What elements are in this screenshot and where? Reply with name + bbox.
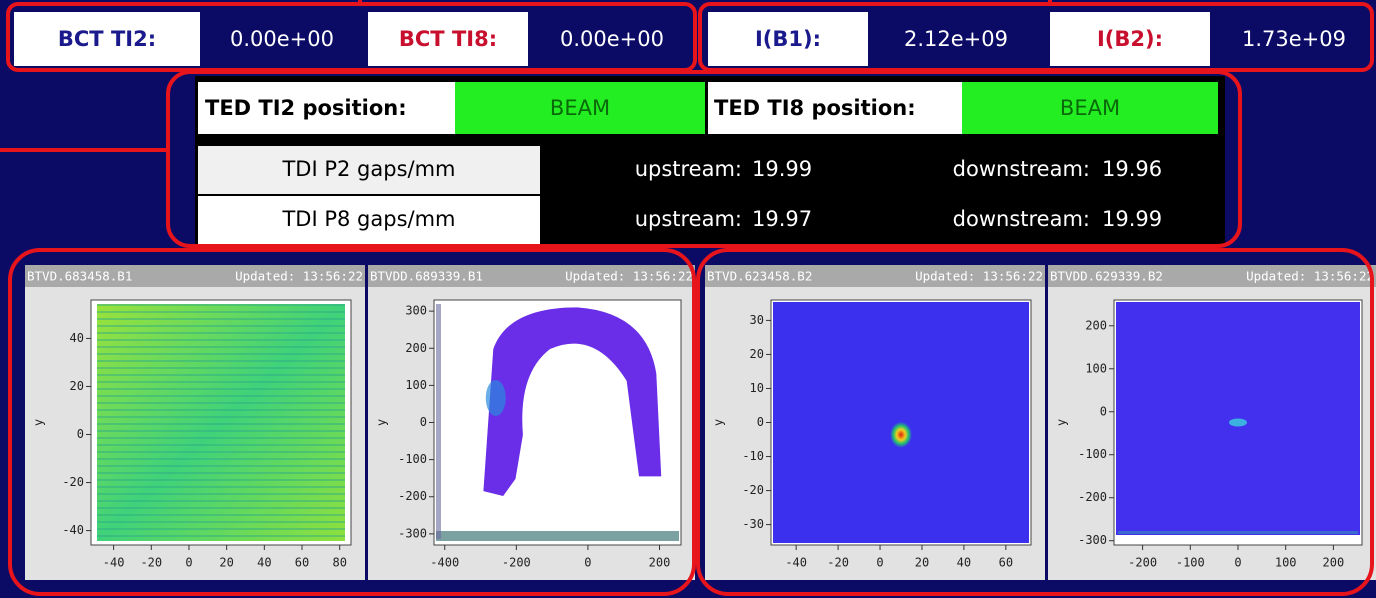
y-tick-label: -30 xyxy=(742,517,764,531)
y-axis-label: y xyxy=(712,419,726,426)
y-axis-label: y xyxy=(1055,419,1069,426)
camera-image xyxy=(1229,419,1247,427)
y-tick-label: 40 xyxy=(70,331,84,345)
bct-ti8-label: BCT TI8: xyxy=(399,27,497,51)
panel-title: BTVDD.629339.B2 xyxy=(1050,269,1163,284)
x-tick-label: 60 xyxy=(999,556,1013,570)
x-tick-label: 200 xyxy=(649,556,671,570)
y-tick-label: -100 xyxy=(398,452,427,466)
x-tick-label: 0 xyxy=(185,556,192,570)
header-row: BCT TI2: 0.00e+00 BCT TI8: 0.00e+00 I(B1… xyxy=(14,12,1346,66)
y-axis-label: y xyxy=(375,419,389,426)
bct-ti2-label: BCT TI2: xyxy=(58,27,156,51)
y-tick-label: 200 xyxy=(1085,318,1107,332)
ib1-value: 2.12e+09 xyxy=(904,27,1008,51)
ib2-label: I(B2): xyxy=(1097,27,1163,51)
y-tick-label: -10 xyxy=(742,449,764,463)
x-tick-label: -100 xyxy=(1176,556,1205,570)
x-tick-label: 100 xyxy=(1275,556,1297,570)
x-tick-label: 80 xyxy=(332,556,346,570)
y-tick-label: 0 xyxy=(77,427,84,441)
camera-image xyxy=(1118,531,1358,534)
x-tick-label: 0 xyxy=(876,556,883,570)
x-tick-label: 20 xyxy=(219,556,233,570)
panel-updated: Updated: 13:56:22 xyxy=(915,269,1043,284)
y-tick-label: 100 xyxy=(405,378,427,392)
y-tick-label: 200 xyxy=(405,341,427,355)
y-tick-label: 20 xyxy=(70,379,84,393)
y-tick-label: -20 xyxy=(742,483,764,497)
x-tick-label: 0 xyxy=(584,556,591,570)
panel-updated: Updated: 13:56:22 xyxy=(235,269,363,284)
camera-image xyxy=(436,304,441,539)
ted-ti2-label: TED TI2 position: xyxy=(205,96,407,120)
y-tick-label: 20 xyxy=(750,347,764,361)
upstream-label: upstream: xyxy=(635,207,742,231)
bct-ti2-value: 0.00e+00 xyxy=(230,27,334,51)
y-tick-label: 0 xyxy=(420,415,427,429)
downstream-label: downstream: xyxy=(953,207,1090,231)
bct-ti8-value: 0.00e+00 xyxy=(560,27,664,51)
y-tick-label: -100 xyxy=(1078,447,1107,461)
y-axis-label: y xyxy=(32,419,46,426)
screen: BCT TI2: 0.00e+00 BCT TI8: 0.00e+00 I(B1… xyxy=(0,0,1376,598)
plot-panel: BTVDD.689339.B1 Updated: 13:56:22 -400 -200… xyxy=(368,265,695,580)
x-tick-label: 20 xyxy=(915,556,929,570)
y-tick-label: -40 xyxy=(62,523,84,537)
x-tick-label: -40 xyxy=(103,556,125,570)
camera-image-texture xyxy=(97,304,345,541)
y-tick-label: 300 xyxy=(405,304,427,318)
x-tick-label: -40 xyxy=(785,556,807,570)
y-tick-label: -200 xyxy=(1078,490,1107,504)
ted-ti2-state: BEAM xyxy=(550,96,610,120)
x-tick-label: -20 xyxy=(140,556,162,570)
upstream-label: upstream: xyxy=(635,157,742,181)
panel-updated: Updated: 13:56:22 xyxy=(1246,269,1374,284)
x-tick-label: -200 xyxy=(502,556,531,570)
y-tick-label: -200 xyxy=(398,489,427,503)
y-tick-label: 0 xyxy=(1100,404,1107,418)
x-tick-label: 0 xyxy=(1234,556,1241,570)
tdi-p8-label: TDI P8 gaps/mm xyxy=(281,207,455,231)
x-tick-label: -20 xyxy=(827,556,849,570)
x-tick-label: 60 xyxy=(295,556,309,570)
ib1-label: I(B1): xyxy=(755,27,821,51)
x-tick-label: -400 xyxy=(430,556,459,570)
plot-panel: BTVD.623458.B2 Updated: 13:56:22 -40 -20 0 20… xyxy=(705,265,1045,580)
x-tick-label: -200 xyxy=(1128,556,1157,570)
camera-image xyxy=(486,380,506,416)
upstream-value: 19.97 xyxy=(752,207,812,231)
y-tick-label: -20 xyxy=(62,475,84,489)
y-tick-label: 30 xyxy=(750,313,764,327)
downstream-value: 19.96 xyxy=(1102,157,1162,181)
downstream-label: downstream: xyxy=(953,157,1090,181)
camera-image xyxy=(436,531,679,541)
x-tick-label: 40 xyxy=(957,556,971,570)
panel-title: BTVD.683458.B1 xyxy=(27,269,132,284)
y-tick-label: -300 xyxy=(398,526,427,540)
panel-title: BTVDD.689339.B1 xyxy=(370,269,483,284)
panel-updated: Updated: 13:56:22 xyxy=(565,269,693,284)
plot-panel: BTVD.683458.B1 Updated: 13:56:22 -40 -20 0 20… xyxy=(25,265,365,580)
y-tick-label: 0 xyxy=(757,415,764,429)
ted-ti8-state: BEAM xyxy=(1060,96,1120,120)
x-tick-label: 40 xyxy=(257,556,271,570)
y-tick-label: 100 xyxy=(1085,361,1107,375)
upstream-value: 19.99 xyxy=(752,157,812,181)
plot-panel: BTVDD.629339.B2 Updated: 13:56:22 -200 -100… xyxy=(1048,265,1376,580)
y-tick-label: 10 xyxy=(750,381,764,395)
ib2-value: 1.73e+09 xyxy=(1242,27,1346,51)
ted-ti8-label: TED TI8 position: xyxy=(714,96,916,120)
tdi-p2-label: TDI P2 gaps/mm xyxy=(281,157,455,181)
downstream-value: 19.99 xyxy=(1102,207,1162,231)
y-tick-label: -300 xyxy=(1078,533,1107,547)
panel-title: BTVD.623458.B2 xyxy=(707,269,812,284)
x-tick-label: 200 xyxy=(1323,556,1345,570)
camera-image xyxy=(890,422,912,448)
status-block: TED TI2 position: BEAM TED TI8 position:… xyxy=(195,76,1225,246)
